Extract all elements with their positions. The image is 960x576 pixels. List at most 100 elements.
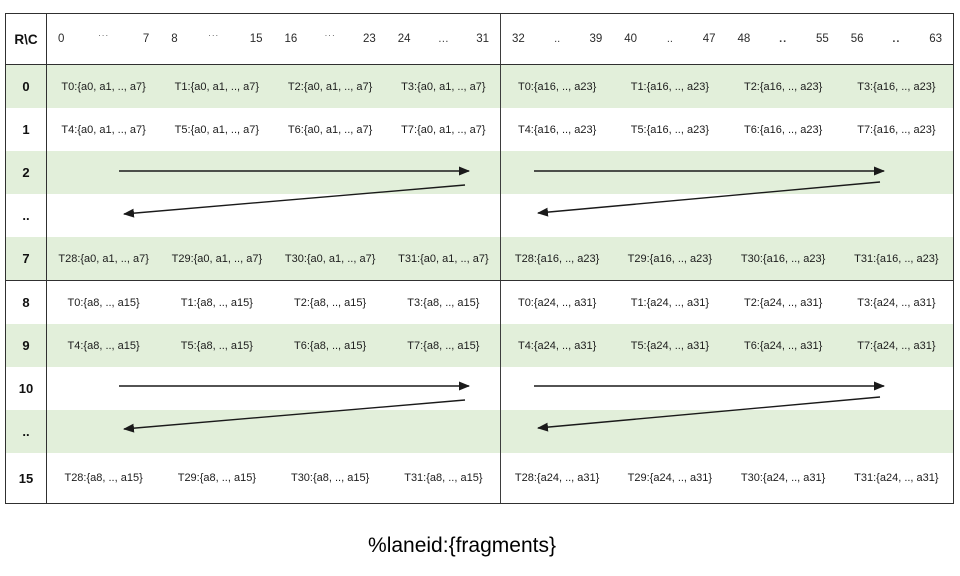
matrix-cell: T4:{a16, .., a23} <box>500 108 613 151</box>
matrix-cell: T31:{a8, .., a15} <box>404 472 483 484</box>
table-row-10: 10 <box>6 367 953 410</box>
matrix-cell: T28:{a24, .., a31} <box>500 453 613 503</box>
column-group-8-15: 8 ··· 15 <box>160 14 273 64</box>
matrix-cell: T2:{a8, .., a15} <box>294 296 367 309</box>
arrow-region-left <box>47 151 500 194</box>
matrix-cell: T4:{a8, .., a15} <box>67 339 140 352</box>
matrix-cell: T7:{a16, .., a23} <box>857 123 936 136</box>
table-row-0: 0 T0:{a0, a1, .., a7} T1:{a0, a1, .., a7… <box>6 65 953 108</box>
ellipsis: … <box>437 33 449 45</box>
row-label: 1 <box>6 108 47 151</box>
matrix-cell: T3:{a24, .., a31} <box>857 296 936 309</box>
matrix-cell: T29:{a16, .., a23} <box>627 252 713 265</box>
column-group-0-7: 0 ··· 7 <box>47 14 160 64</box>
col-end: 39 <box>589 33 603 45</box>
matrix-cell: T0:{a24, .., a31} <box>500 281 613 324</box>
matrix-cell: T31:{a24, .., a31} <box>854 472 939 484</box>
row-label: 9 <box>6 324 47 367</box>
matrix-cell: T5:{a24, .., a31} <box>630 339 710 352</box>
col-start: 40 <box>624 33 638 45</box>
matrix-cell: T3:{a0, a1, .., a7} <box>401 80 486 93</box>
matrix-cell: T4:{a0, a1, .., a7} <box>61 123 146 136</box>
arrow-region-right <box>500 151 953 194</box>
matrix-cell: T6:{a16, .., a23} <box>743 123 823 136</box>
matrix-cell: T1:{a8, .., a15} <box>180 296 253 309</box>
matrix-cell: T31:{a0, a1, .., a7} <box>398 252 489 265</box>
matrix-cell: T7:{a0, a1, .., a7} <box>401 123 486 136</box>
col-end: 15 <box>249 33 263 45</box>
col-start: 16 <box>284 33 298 45</box>
matrix-cell: T2:{a16, .., a23} <box>743 80 823 93</box>
matrix-cell: T28:{a0, a1, .., a7} <box>58 252 149 265</box>
col-end: 23 <box>362 33 376 45</box>
row-label: .. <box>6 410 47 453</box>
matrix-cell: T4:{a24, .., a31} <box>500 324 613 367</box>
arrow-region-right <box>500 367 953 410</box>
matrix-cell: T29:{a8, .., a15} <box>177 472 257 484</box>
matrix-cell: T5:{a16, .., a23} <box>630 123 710 136</box>
col-start: 8 <box>171 33 178 45</box>
row-label: 0 <box>6 65 47 108</box>
col-start: 24 <box>397 33 411 45</box>
row-label: 15 <box>6 453 47 503</box>
matrix-table: R\C 0 ··· 7 8 ··· 15 16 ··· 23 24 … 31 3… <box>5 13 954 504</box>
matrix-cell: T5:{a8, .., a15} <box>180 339 253 352</box>
row-label: 10 <box>6 367 47 410</box>
col-start: 0 <box>58 33 65 45</box>
matrix-cell: T5:{a0, a1, .., a7} <box>174 123 260 136</box>
row-label: 7 <box>6 237 47 280</box>
ellipsis: .. <box>554 33 561 45</box>
col-start: 56 <box>850 33 864 45</box>
matrix-cell: T30:{a16, .., a23} <box>740 252 826 265</box>
matrix-cell: T7:{a24, .., a31} <box>857 339 936 352</box>
matrix-cell: T2:{a0, a1, .., a7} <box>287 80 373 93</box>
matrix-cell: T6:{a0, a1, .., a7} <box>287 123 373 136</box>
table-row-15: 15 T28:{a8, .., a15} T29:{a8, .., a15} T… <box>6 453 953 503</box>
arrow-region-left <box>47 367 500 410</box>
col-end: 63 <box>929 33 942 45</box>
col-end: 7 <box>142 33 150 45</box>
corner-label: R\C <box>6 14 47 64</box>
col-end: 47 <box>702 33 716 45</box>
matrix-cell: T1:{a24, .., a31} <box>630 296 710 309</box>
matrix-cell: T28:{a8, .., a15} <box>64 472 143 484</box>
arrow-region-right <box>500 410 953 453</box>
ellipsis: .. <box>779 33 788 45</box>
matrix-cell: T3:{a16, .., a23} <box>857 80 936 93</box>
header-row: R\C 0 ··· 7 8 ··· 15 16 ··· 23 24 … 31 3… <box>6 14 953 65</box>
row-label: 8 <box>6 281 47 324</box>
ellipsis: ··· <box>208 30 220 40</box>
matrix-cell: T0:{a16, .., a23} <box>500 65 613 108</box>
matrix-cell: T2:{a24, .., a31} <box>743 296 823 309</box>
column-group-40-47: 40 .. 47 <box>613 14 726 64</box>
matrix-cell: T29:{a0, a1, .., a7} <box>171 252 263 265</box>
column-group-48-55: 48 .. 55 <box>727 14 840 64</box>
col-end: 31 <box>476 33 489 45</box>
matrix-cell: T31:{a16, .., a23} <box>854 252 939 265</box>
matrix-cell: T1:{a0, a1, .., a7} <box>174 80 260 93</box>
table-row-2: 2 <box>6 151 953 194</box>
table-row-dots-bottom: .. <box>6 410 953 453</box>
col-start: 32 <box>512 33 525 45</box>
table-row-dots-top: .. <box>6 194 953 237</box>
matrix-cell: T3:{a8, .., a15} <box>407 296 480 309</box>
table-row-7: 7 T28:{a0, a1, .., a7} T29:{a0, a1, .., … <box>6 237 953 280</box>
matrix-cell: T28:{a16, .., a23} <box>500 237 613 280</box>
matrix-cell: T7:{a8, .., a15} <box>407 339 480 352</box>
table-row-9: 9 T4:{a8, .., a15} T5:{a8, .., a15} T6:{… <box>6 324 953 367</box>
ellipsis: ··· <box>98 30 110 40</box>
matrix-cell: T6:{a8, .., a15} <box>294 339 367 352</box>
row-label: .. <box>6 194 47 237</box>
column-group-56-63: 56 .. 63 <box>840 14 953 64</box>
matrix-cell: T6:{a24, .., a31} <box>743 339 823 352</box>
matrix-cell: T29:{a24, .., a31} <box>627 472 713 484</box>
table-row-1: 1 T4:{a0, a1, .., a7} T5:{a0, a1, .., a7… <box>6 108 953 151</box>
matrix-cell: T0:{a8, .., a15} <box>67 296 140 309</box>
ellipsis: ··· <box>324 30 336 40</box>
matrix-cell: T1:{a16, .., a23} <box>630 80 710 93</box>
col-start: 48 <box>737 33 751 45</box>
ellipsis: .. <box>892 33 901 45</box>
arrow-region-right <box>500 194 953 237</box>
matrix-cell: T0:{a0, a1, .., a7} <box>61 80 146 93</box>
matrix-cell: T30:{a8, .., a15} <box>290 472 370 484</box>
